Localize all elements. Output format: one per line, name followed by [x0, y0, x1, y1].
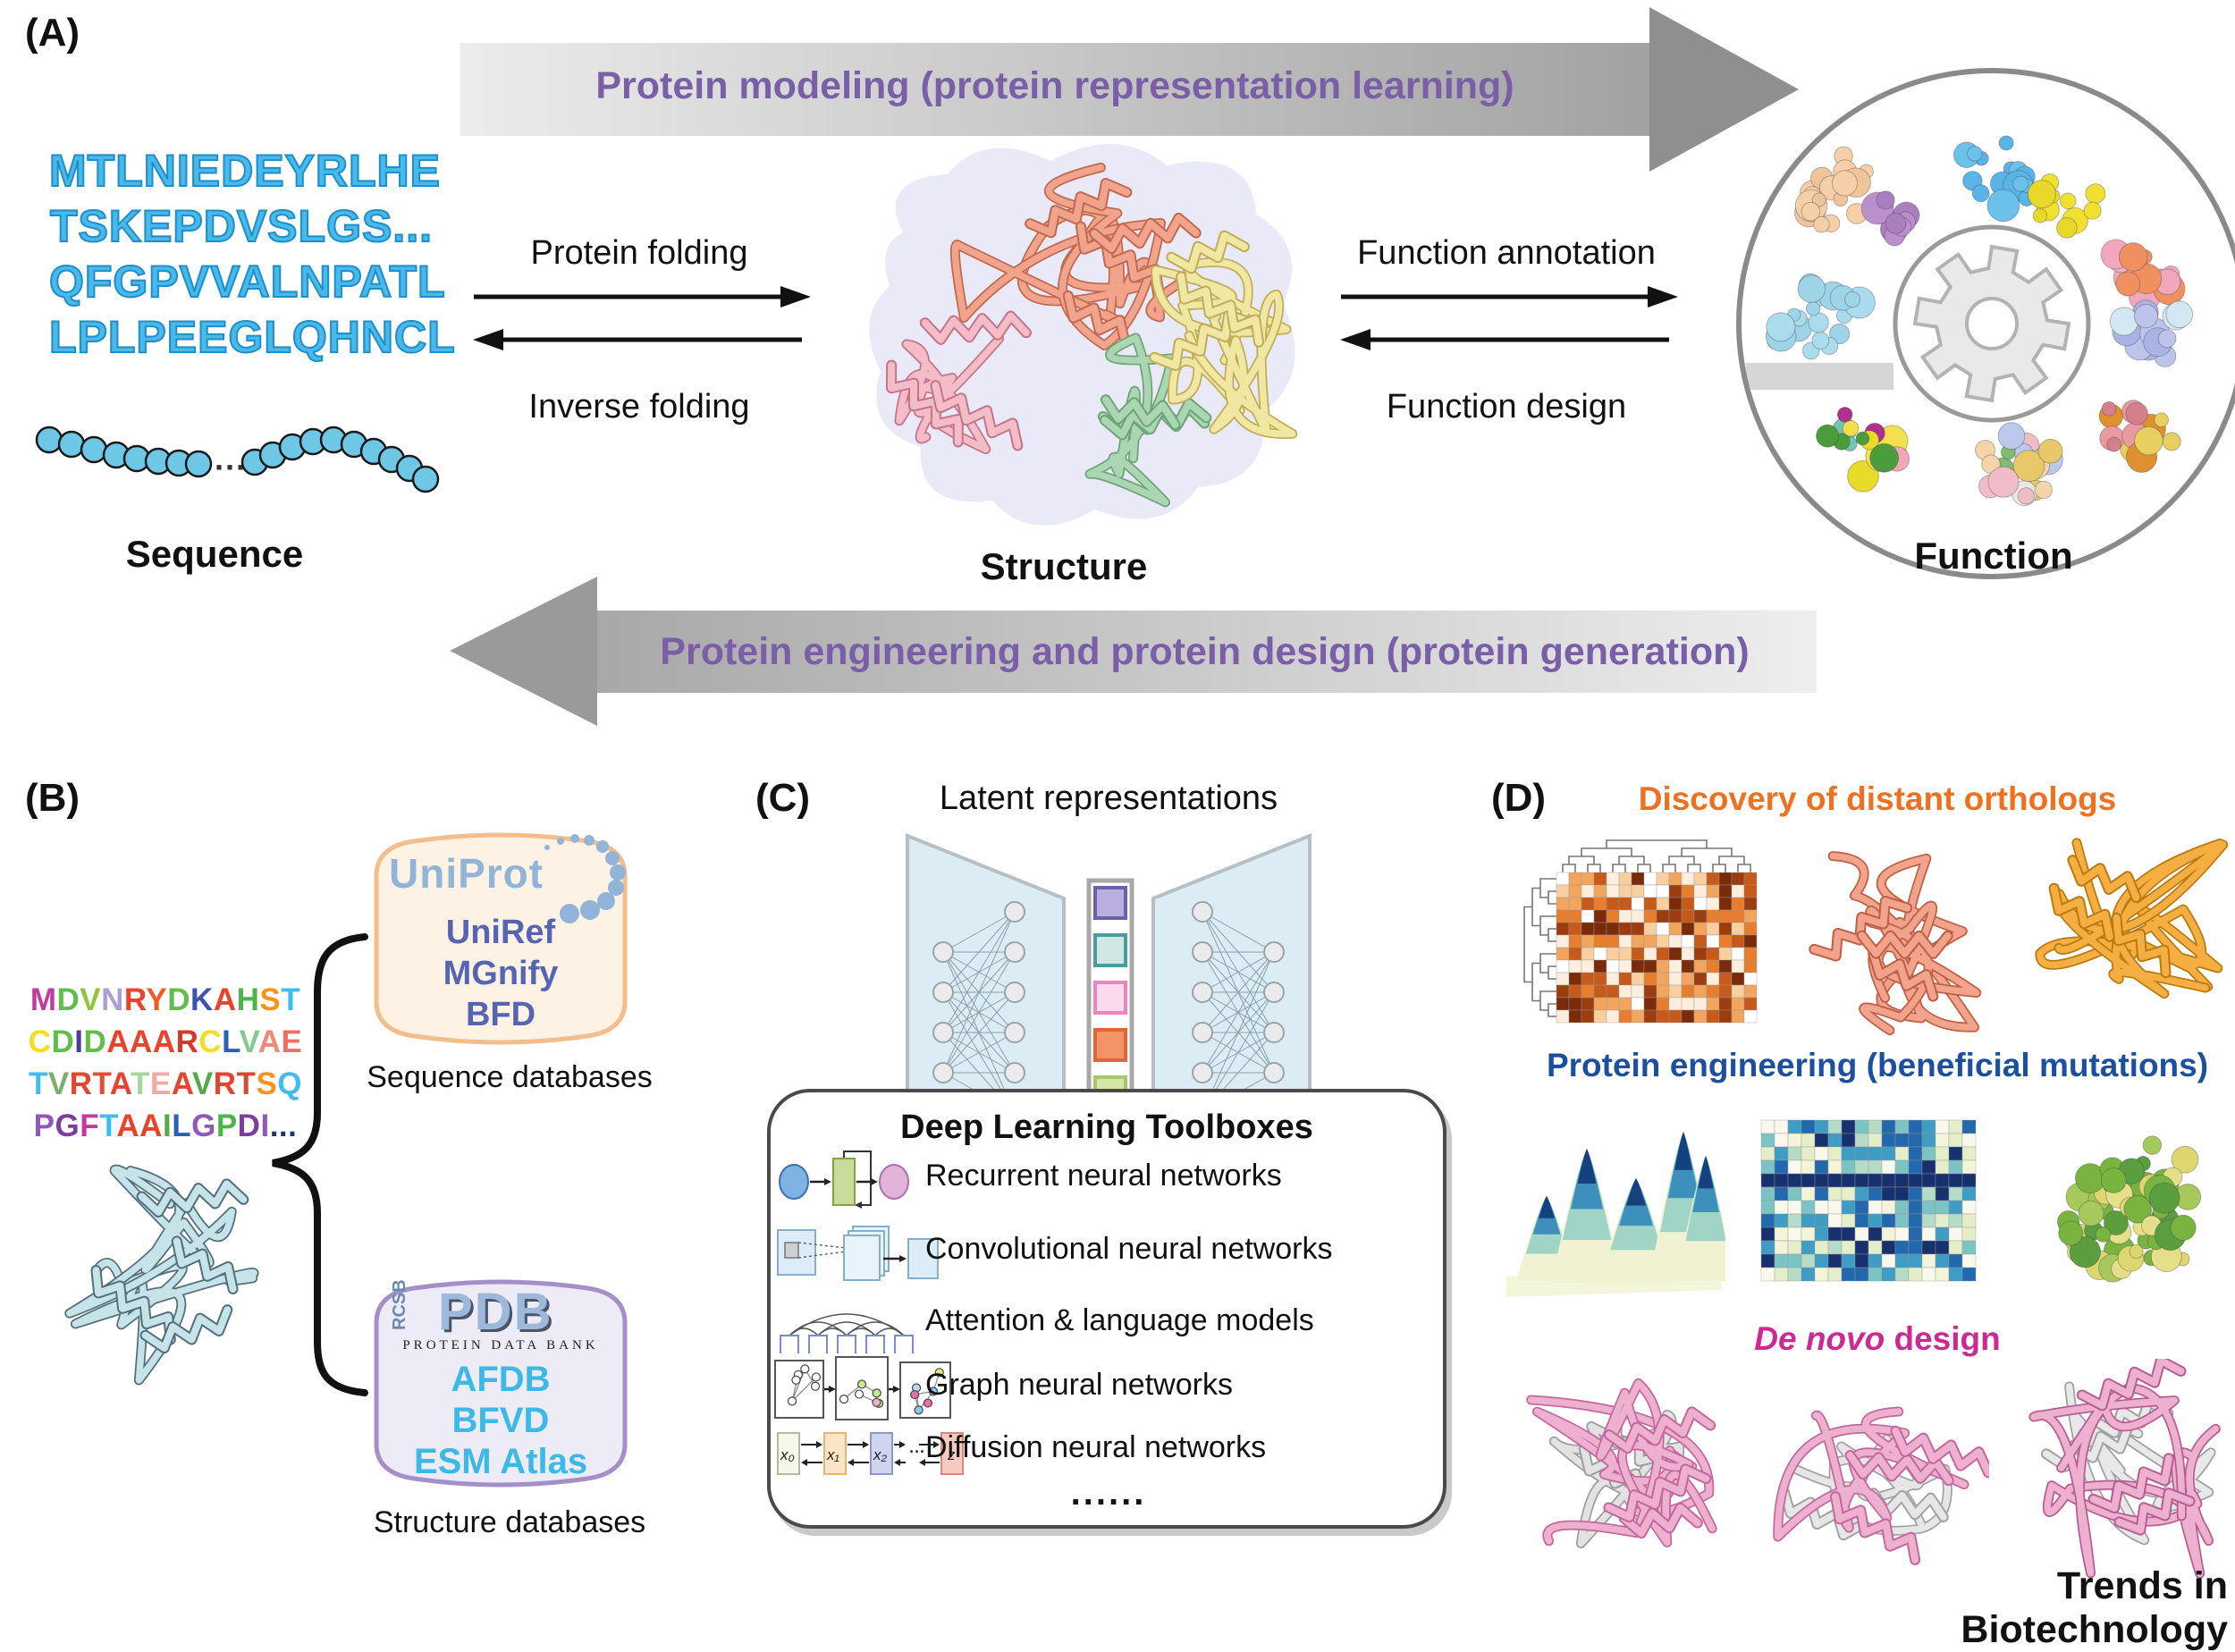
- uniprot-item-bfd: BFD: [384, 994, 617, 1035]
- uniprot-item-uniref: UniRef: [384, 912, 617, 953]
- structure-databases-caption: Structure databases: [358, 1505, 662, 1540]
- denovo-title-em: De novo: [1754, 1320, 1885, 1357]
- protein-design-banner: Protein engineering and protein design (…: [590, 630, 1819, 674]
- toolbox-ellipsis: ......: [974, 1473, 1243, 1513]
- toolbox-item-gnn: Graph neural networks: [925, 1368, 1233, 1403]
- panel-a-sequence-text: MTLNIEDEYRLHE TSKEPDVSLGS... QFGPVVALNPA…: [49, 143, 434, 365]
- pdb-item-afdb: AFDB: [384, 1359, 617, 1400]
- function-label: Function: [1860, 535, 2128, 577]
- denovo-title: De novo design: [1564, 1321, 2190, 1358]
- panel-b-label: (B): [25, 776, 80, 821]
- panel-d-label: (D): [1491, 776, 1546, 821]
- function-design-label: Function design: [1332, 388, 1681, 426]
- toolbox-item-rnn: Recurrent neural networks: [925, 1159, 1282, 1193]
- diffusion-x1-label: x₁: [826, 1446, 839, 1463]
- uniprot-logo: UniProt: [389, 849, 544, 898]
- orange-ribbon-structure: [2028, 833, 2235, 1043]
- amino-acid-bead-chain: ···: [31, 416, 460, 514]
- pdb-rcsb-logo: RCSB: [390, 1279, 410, 1330]
- protein-structure-illustration: [849, 125, 1314, 554]
- ortholog-heatmap: [1515, 830, 1770, 1040]
- function-arrows: [1337, 268, 1685, 358]
- protein-folding-label: Protein folding: [465, 234, 814, 273]
- sequence-line: MTLNIEDEYRLHE: [49, 143, 434, 198]
- fitness-landscape: [1502, 1111, 1725, 1303]
- pdb-logo: PDB: [438, 1282, 552, 1342]
- denovo-structure-2: [1757, 1386, 1989, 1569]
- mutation-heatmap: [1757, 1116, 1980, 1294]
- toolbox-item-attention: Attention & language models: [925, 1303, 1314, 1338]
- inverse-folding-label: Inverse folding: [465, 388, 814, 426]
- denovo-title-rest: design: [1885, 1320, 2001, 1357]
- pdb-subtitle: PROTEIN DATA BANK: [393, 1338, 608, 1353]
- sequence-line: LPLPEEGLQHNCL: [49, 309, 434, 365]
- denovo-structure-1: [1520, 1363, 1734, 1582]
- pdb-item-esmatlas: ESM Atlas: [384, 1441, 617, 1482]
- uniprot-item-mgnify: MGnify: [384, 953, 617, 994]
- gear-icon: [1915, 247, 2069, 400]
- sequence-line: QFGPVVALNPATL: [49, 254, 434, 309]
- toolbox-title: Deep Learning Toolboxes: [794, 1108, 1420, 1147]
- toolbox-item-cnn: Convolutional neural networks: [925, 1232, 1332, 1267]
- denovo-structure-3: [2022, 1359, 2235, 1584]
- cnn-icon: [774, 1221, 940, 1289]
- toolbox-item-diffusion: Diffusion neural networks: [925, 1430, 1266, 1465]
- function-wheel-illustration: [1721, 61, 2235, 606]
- attention-icon: [776, 1291, 928, 1353]
- sequence-line: TSKEPDVSLGS...: [49, 198, 434, 254]
- function-annotation-label: Function annotation: [1332, 234, 1681, 273]
- salmon-ribbon-structure: [1797, 833, 2003, 1043]
- diffusion-x0-label: x₀: [780, 1446, 795, 1463]
- ortholog-title: Discovery of distant orthologs: [1564, 781, 2190, 818]
- sequence-databases-caption: Sequence databases: [367, 1060, 653, 1095]
- diffusion-x2-label: x₂: [873, 1446, 888, 1463]
- folding-arrows: [469, 268, 818, 358]
- green-surface-protein: [2038, 1098, 2235, 1312]
- journal-name: Trends in Biotechnology: [1788, 1564, 2228, 1652]
- rnn-icon: [776, 1150, 928, 1212]
- protein-modeling-banner: Protein modeling (protein representation…: [460, 64, 1649, 108]
- mutation-title: Protein engineering (beneficial mutation…: [1520, 1048, 2235, 1084]
- pdb-item-bfvd: BFVD: [384, 1400, 617, 1441]
- bead-chain-dots: ···: [215, 449, 247, 485]
